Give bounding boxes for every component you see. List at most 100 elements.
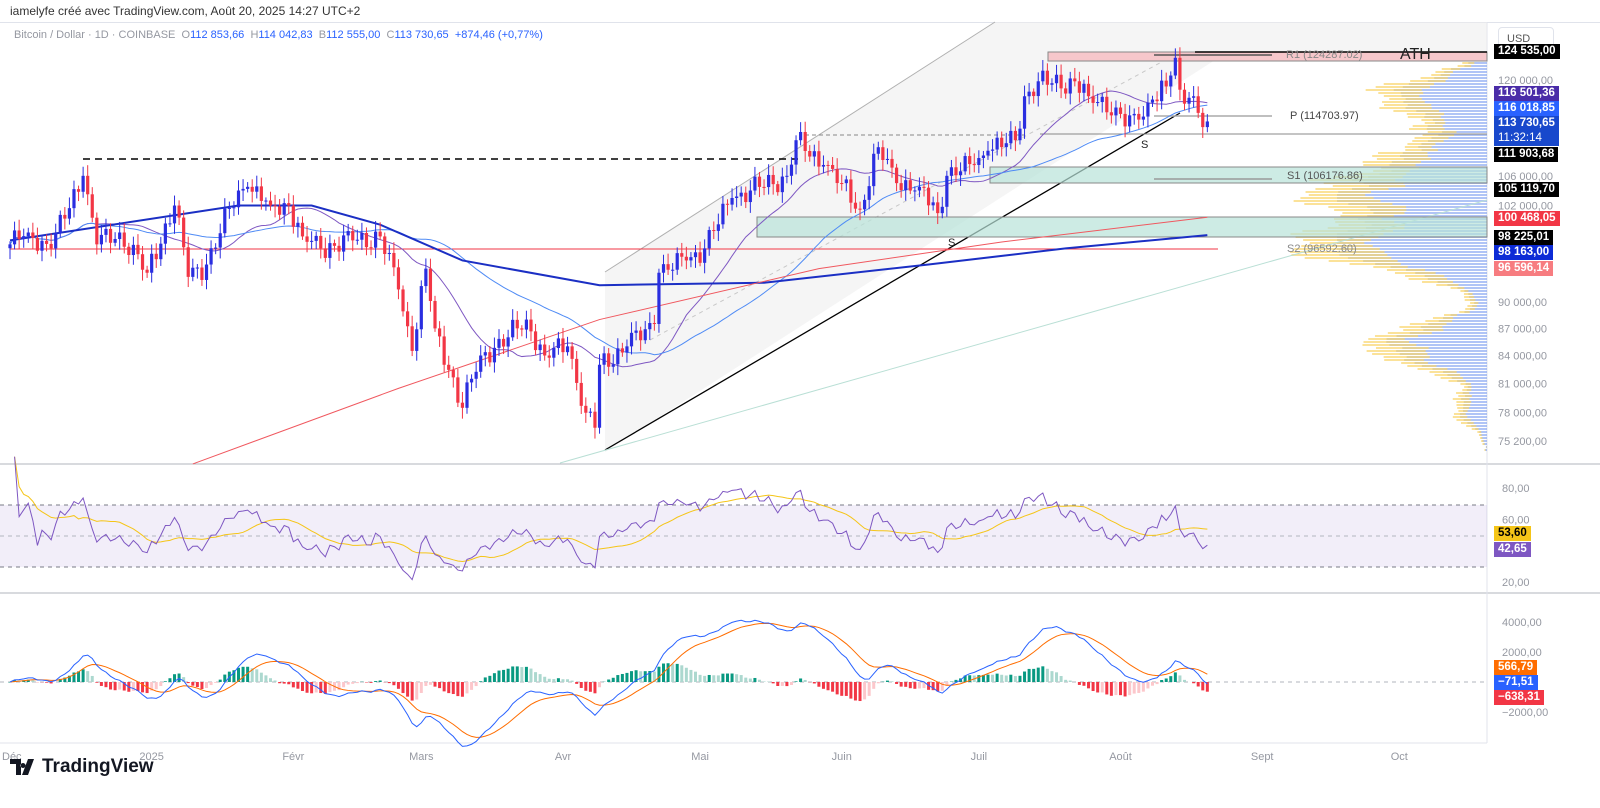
candle bbox=[789, 164, 794, 176]
volume-profile-bar bbox=[1410, 80, 1446, 82]
candle bbox=[570, 346, 574, 359]
volume-profile-bar bbox=[1383, 95, 1420, 97]
candle bbox=[862, 199, 867, 210]
macd-histogram-bar bbox=[648, 670, 652, 682]
macd-histogram-bar bbox=[49, 682, 53, 684]
candle bbox=[748, 190, 752, 203]
volume-profile-bar bbox=[1464, 386, 1472, 388]
volume-profile-bar bbox=[1434, 77, 1487, 79]
candle bbox=[250, 186, 254, 192]
low-value: 112 555,00 bbox=[326, 29, 381, 41]
candle bbox=[26, 232, 30, 237]
volume-profile-bar bbox=[1337, 197, 1487, 199]
volume-profile-bar bbox=[1465, 395, 1487, 397]
price-tag: 105 119,70 bbox=[1494, 182, 1559, 197]
candle bbox=[12, 230, 17, 245]
candle bbox=[323, 248, 327, 258]
candle bbox=[191, 267, 195, 277]
macd-histogram-bar bbox=[511, 666, 515, 682]
volume-profile-bar bbox=[1402, 152, 1487, 154]
candle bbox=[661, 264, 666, 273]
long-trendline[interactable] bbox=[559, 199, 1488, 464]
volume-profile-bar bbox=[1403, 158, 1487, 160]
macd-histogram-bar bbox=[1146, 682, 1150, 689]
candle bbox=[54, 233, 58, 249]
price-tag: 116 501,36 bbox=[1494, 86, 1559, 101]
candle bbox=[926, 187, 931, 206]
macd-value-tag: −71,51 bbox=[1494, 675, 1538, 690]
volume-profile-bar bbox=[1334, 209, 1407, 211]
support-zone-upper[interactable] bbox=[989, 166, 1488, 184]
macd-histogram-bar bbox=[113, 682, 117, 691]
macd-histogram-bar bbox=[1109, 682, 1113, 696]
volume-profile-bar bbox=[1463, 407, 1487, 409]
candle bbox=[1164, 80, 1168, 87]
tradingview-logo[interactable]: TradingView bbox=[10, 756, 154, 778]
candle bbox=[936, 202, 940, 214]
volume-profile-bar bbox=[1464, 311, 1487, 313]
volume-profile-bar bbox=[1415, 272, 1487, 274]
macd-histogram-bar bbox=[885, 680, 889, 682]
pivot-s1-label: S1 (106176.86) bbox=[1287, 170, 1363, 182]
channel-upper-line[interactable] bbox=[604, 21, 996, 273]
candle bbox=[556, 338, 560, 349]
macd-histogram-bar bbox=[374, 681, 378, 682]
candle bbox=[86, 175, 90, 195]
volume-profile-bar bbox=[1451, 377, 1487, 379]
macd-histogram-bar bbox=[639, 671, 643, 682]
candle bbox=[501, 338, 506, 347]
candle bbox=[35, 237, 40, 251]
candle bbox=[186, 247, 190, 277]
candle bbox=[552, 348, 556, 358]
macd-histogram-bar bbox=[671, 664, 675, 682]
candle bbox=[1036, 81, 1040, 97]
candle bbox=[424, 268, 428, 287]
macd-histogram-bar bbox=[1027, 668, 1031, 682]
macd-histogram-bar bbox=[200, 682, 204, 690]
candle bbox=[118, 232, 122, 240]
candle bbox=[1045, 70, 1049, 85]
macd-histogram-bar bbox=[785, 682, 789, 687]
macd-histogram-bar bbox=[570, 680, 574, 682]
volume-profile-bar bbox=[1444, 71, 1487, 73]
candle bbox=[8, 244, 12, 249]
candle bbox=[1041, 70, 1045, 82]
volume-profile-bar bbox=[1479, 431, 1487, 433]
volume-profile-bar bbox=[1367, 215, 1487, 217]
price-axis-tick: 106 000,00 bbox=[1498, 171, 1553, 183]
candle bbox=[1059, 74, 1063, 89]
volume-profile-bar bbox=[1481, 437, 1487, 439]
macd-histogram-bar bbox=[209, 682, 213, 686]
close-value: 113 730,65 bbox=[394, 29, 449, 41]
macd-axis-tick: −2000,00 bbox=[1502, 707, 1548, 719]
macd-histogram-bar bbox=[191, 682, 195, 686]
macd-histogram-bar bbox=[1032, 668, 1036, 682]
macd-histogram-bar bbox=[853, 682, 857, 701]
candle bbox=[666, 264, 670, 270]
candle bbox=[1173, 57, 1177, 76]
volume-profile-bar bbox=[1438, 320, 1487, 322]
symbol-name[interactable]: Bitcoin / Dollar · 1D · COINBASE bbox=[14, 29, 176, 41]
candle bbox=[67, 208, 72, 219]
candle bbox=[291, 205, 295, 227]
volume-profile-bar bbox=[1337, 242, 1487, 244]
candle bbox=[803, 131, 807, 152]
macd-histogram-bar bbox=[611, 677, 615, 682]
macd-histogram-bar bbox=[195, 682, 199, 688]
volume-profile-bar bbox=[1424, 122, 1446, 124]
macd-histogram-bar bbox=[177, 673, 181, 682]
volume-profile-bar bbox=[1431, 74, 1451, 76]
volume-profile-bar bbox=[1442, 131, 1487, 133]
volume-profile-bar bbox=[1405, 275, 1445, 277]
macd-histogram-bar bbox=[95, 682, 99, 683]
macd-histogram-bar bbox=[1105, 682, 1109, 695]
volume-profile-bar bbox=[1485, 446, 1487, 448]
volume-profile-bar bbox=[1408, 278, 1448, 280]
macd-histogram-bar bbox=[689, 669, 693, 682]
candle bbox=[620, 348, 624, 353]
candle bbox=[232, 207, 236, 209]
volume-profile-bar bbox=[1338, 191, 1487, 193]
candle bbox=[310, 240, 314, 242]
macd-histogram-bar bbox=[634, 670, 638, 682]
